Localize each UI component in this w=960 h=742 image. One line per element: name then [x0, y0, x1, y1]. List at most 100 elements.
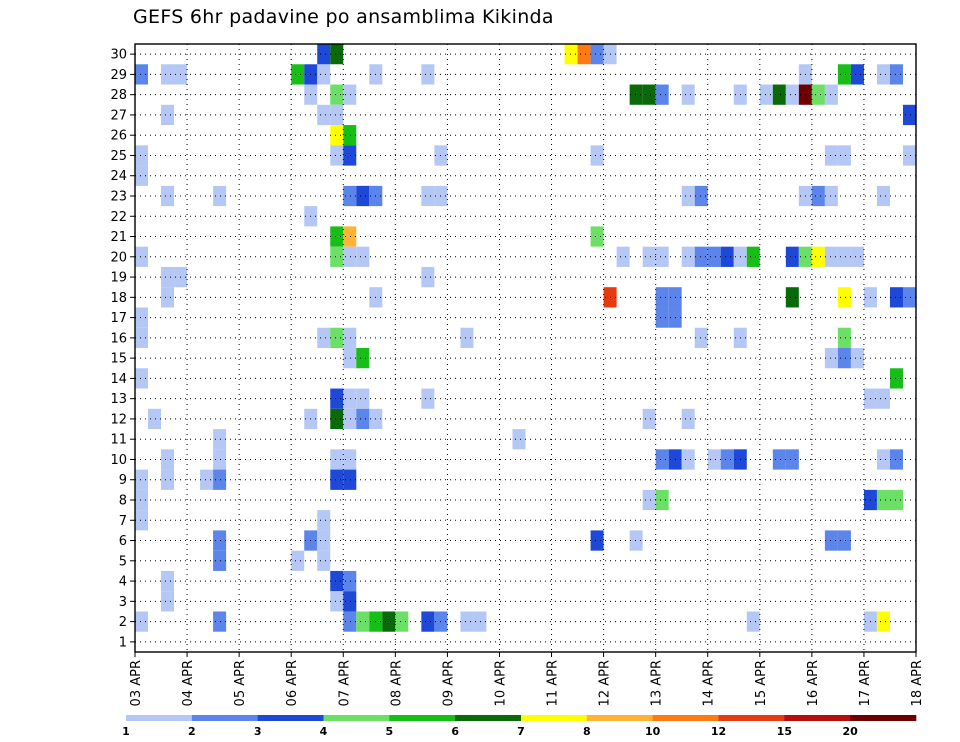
heatmap-cell: [135, 246, 149, 267]
heatmap-cell: [135, 145, 149, 166]
y-tick-label: 16: [110, 331, 127, 346]
heatmap-cell: [317, 550, 331, 571]
x-tick-label: 14 APR: [702, 660, 717, 706]
heatmap-cell: [421, 185, 435, 207]
heatmap-cell: [824, 145, 838, 166]
y-tick-label: 26: [110, 129, 127, 144]
y-axis: 1234567891011121314151617181920212223242…: [110, 48, 135, 650]
heatmap-cell: [161, 287, 175, 308]
colorbar: 1 2 3 4 5 6 7 8 10 12 15 20: [122, 715, 917, 738]
heatmap-cell: [824, 246, 838, 267]
heatmap-cell: [616, 246, 630, 267]
heatmap-cell: [213, 185, 227, 207]
colorbar-label: 1: [122, 725, 130, 738]
heatmap-cell: [850, 64, 864, 85]
heatmap-cell: [590, 226, 604, 247]
heatmap-cell: [746, 611, 760, 632]
heatmap-cell: [395, 611, 409, 632]
heatmap-cell: [343, 145, 357, 166]
heatmap-cell: [642, 246, 656, 267]
heatmap-cell: [356, 246, 370, 267]
x-tick-label: 05 APR: [233, 660, 248, 706]
heatmap-cell: [681, 408, 695, 430]
heatmap-cell: [343, 226, 357, 247]
heatmap-cell: [161, 449, 175, 470]
colorbar-label: 15: [777, 725, 792, 738]
y-tick-label: 21: [110, 230, 127, 245]
colorbar-label: 2: [188, 725, 196, 738]
heatmap-cell: [213, 550, 227, 571]
heatmap-cell: [694, 327, 708, 348]
heatmap-cell: [421, 388, 435, 409]
heatmap-cell: [135, 64, 149, 85]
colorbar-label: 8: [583, 725, 591, 738]
heatmap-cell: [213, 449, 227, 470]
heatmap-cell: [343, 570, 357, 592]
y-tick-label: 27: [110, 108, 127, 123]
colorbar-swatch: [521, 715, 588, 721]
y-tick-label: 10: [110, 453, 127, 468]
heatmap-cell: [213, 611, 227, 632]
heatmap-cell: [655, 84, 669, 105]
x-tick-label: 11 APR: [546, 660, 561, 706]
heatmap-cell: [837, 287, 851, 308]
heatmap-cell: [317, 530, 331, 551]
heatmap-cell: [837, 327, 851, 348]
grid-lines: [135, 44, 916, 652]
heatmap-cell: [317, 44, 331, 65]
heatmap-cell: [330, 591, 344, 612]
heatmap-cell: [161, 469, 175, 490]
heatmap-cell: [720, 449, 734, 470]
heatmap-cell: [811, 185, 825, 207]
y-tick-label: 5: [119, 554, 127, 569]
heatmap-cell: [772, 84, 786, 105]
y-tick-label: 13: [110, 392, 127, 407]
colorbar-swatch: [323, 715, 390, 721]
heatmap-cell: [850, 348, 864, 369]
heatmap-cell: [590, 145, 604, 166]
heatmap-cell: [837, 145, 851, 166]
heatmap-cell: [642, 84, 656, 105]
heatmap-cell: [356, 388, 370, 409]
y-tick-label: 19: [110, 271, 127, 286]
heatmap-cell: [889, 64, 903, 85]
y-tick-label: 7: [119, 514, 127, 529]
colorbar-swatch: [389, 715, 456, 721]
colorbar-swatch: [718, 715, 785, 721]
colorbar-label: 4: [320, 725, 328, 738]
heatmap-cell: [707, 246, 721, 267]
heatmap-cell: [785, 287, 799, 308]
x-tick-label: 10 APR: [493, 660, 508, 706]
colorbar-label: 12: [711, 725, 726, 738]
y-tick-label: 28: [110, 88, 127, 103]
y-tick-label: 24: [110, 169, 127, 184]
heatmap-cell: [161, 64, 175, 85]
heatmap-cell: [837, 348, 851, 369]
chart-title: GEFS 6hr padavine po ansamblima Kikinda: [133, 6, 554, 28]
colorbar-label: 20: [843, 725, 859, 738]
x-tick-label: 18 APR: [910, 660, 925, 706]
heatmap-cell: [473, 611, 487, 632]
heatmap-cell: [343, 348, 357, 369]
y-tick-label: 6: [119, 534, 127, 549]
colorbar-label: 5: [386, 725, 394, 738]
heatmap-cell: [200, 469, 214, 490]
heatmap-cell: [161, 570, 175, 592]
heatmap-cell: [902, 145, 916, 166]
heatmap-cell: [746, 246, 760, 267]
x-axis: 03 APR 04 APR 05 APR 06 APR 07 APR 08 APR 09 A…: [129, 652, 925, 706]
heatmap-cell: [694, 185, 708, 207]
colorbar-swatch: [586, 715, 653, 721]
heatmap-cell: [824, 530, 838, 551]
x-tick-label: 08 APR: [389, 660, 404, 706]
y-tick-label: 30: [110, 48, 127, 63]
heatmap-cell: [330, 246, 344, 267]
heatmap-cell: [317, 64, 331, 85]
heatmap-cell: [759, 84, 773, 105]
heatmap-cell: [655, 489, 669, 511]
heatmap-cell: [590, 44, 604, 65]
heatmap-cell: [902, 104, 916, 126]
heatmap-cell: [876, 185, 890, 207]
heatmap-cell: [824, 185, 838, 207]
heatmap-cell: [824, 84, 838, 105]
